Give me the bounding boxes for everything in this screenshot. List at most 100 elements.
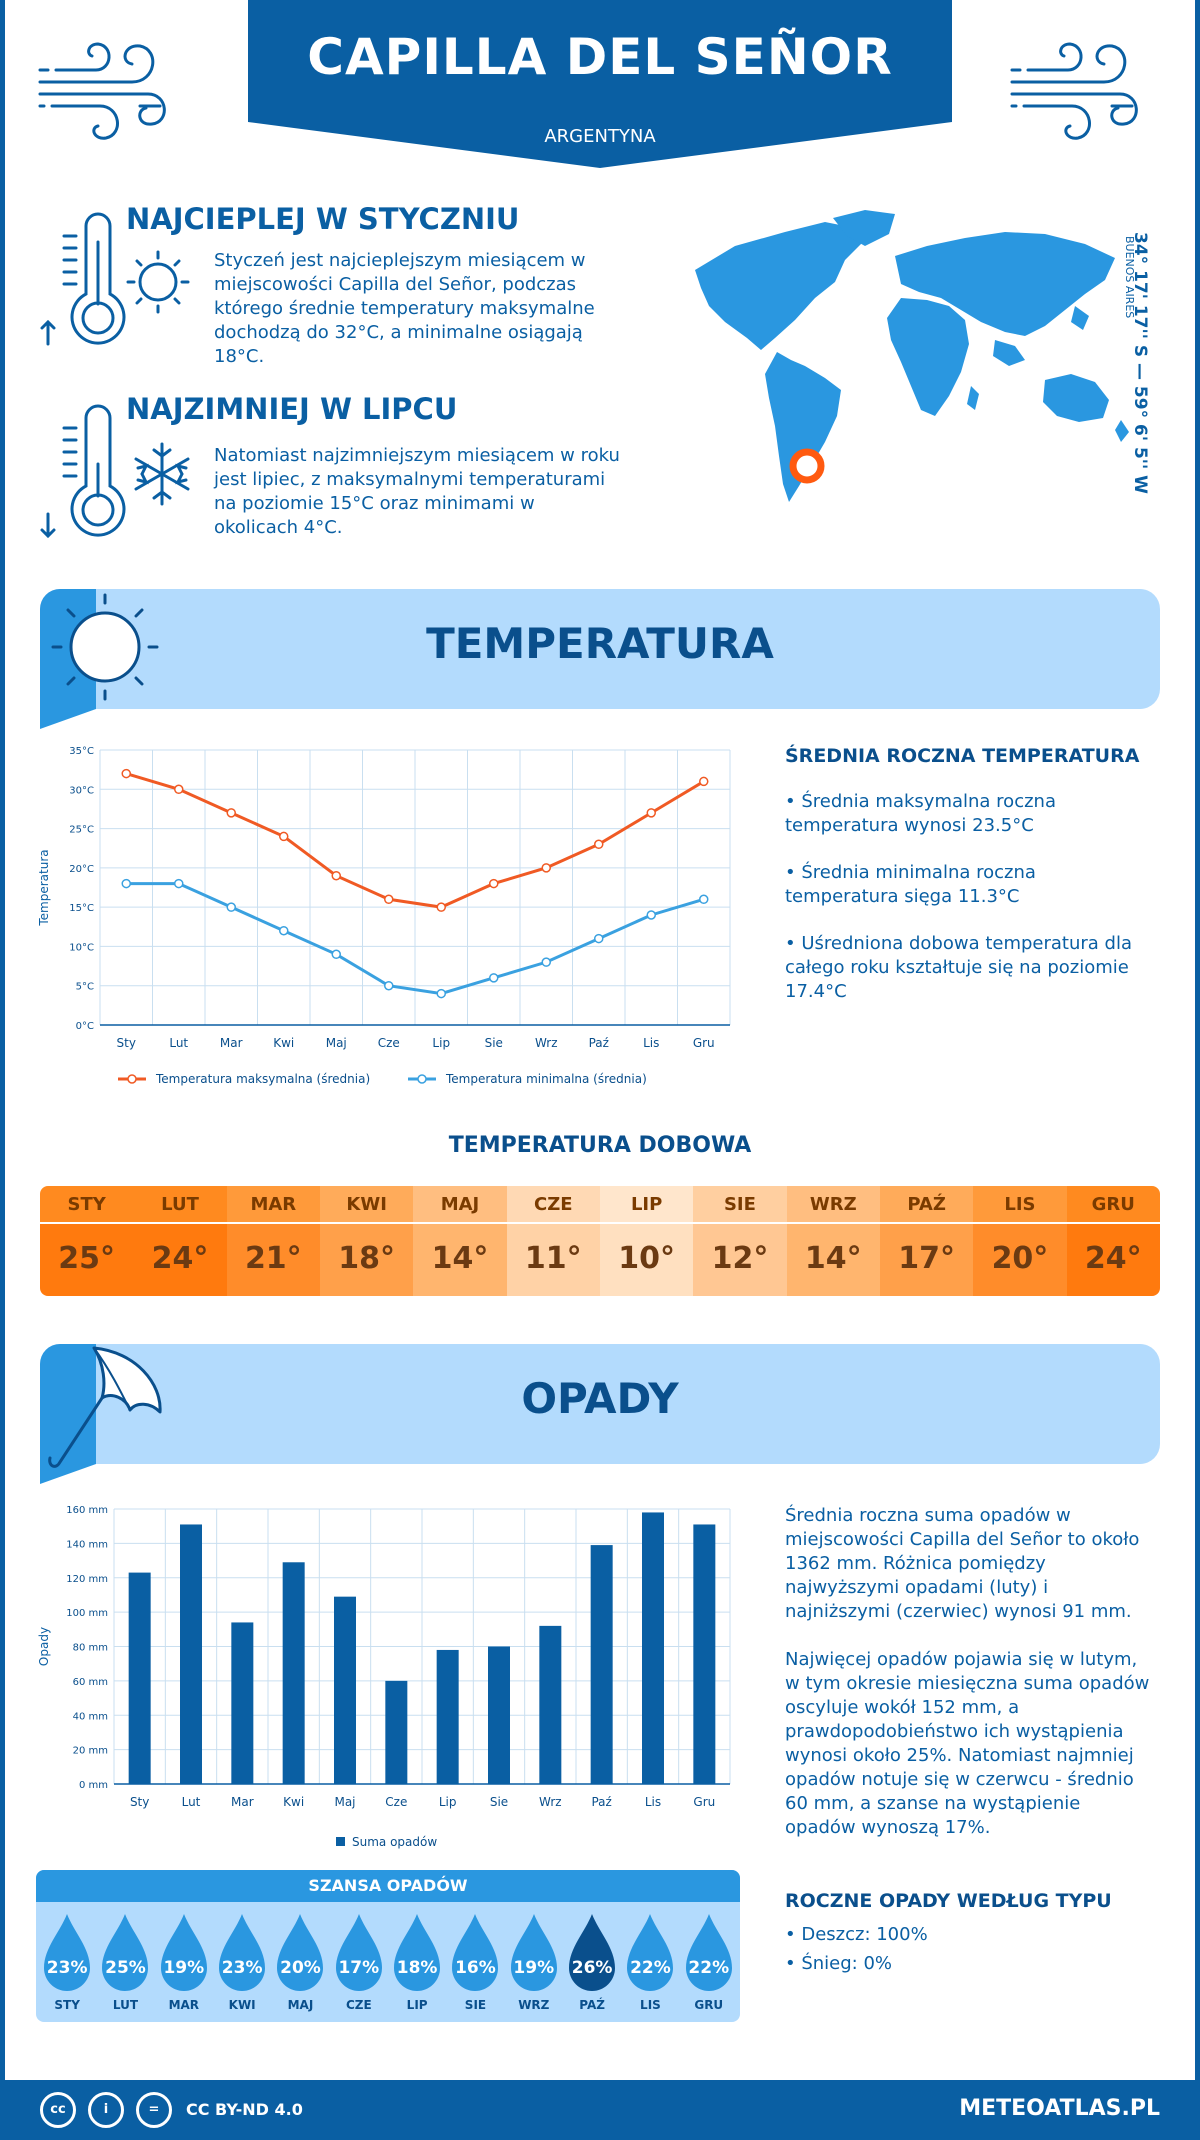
temperature-chart: 0°C 5°C 10°C 15°C 20°C 25°C 30°C 35°C Sty Lut Mar K… — [37, 746, 731, 1086]
legend-marker — [127, 1074, 137, 1084]
warmest-text: Styczeń jest najcieplejszym miesiącem w … — [214, 250, 595, 367]
data-point — [226, 808, 236, 818]
raindrop-icon — [277, 1914, 324, 1991]
x-tick-label: Paź — [591, 1795, 611, 1809]
annual-temp-min: • Średnia minimalna roczna temperatura s… — [785, 862, 1036, 907]
data-point — [279, 831, 289, 842]
chance-value: 23% — [221, 1958, 263, 1978]
chance-month: MAJ — [287, 1998, 314, 2012]
daily-temp-month: PAŹ — [879, 1186, 974, 1224]
bar — [693, 1524, 716, 1784]
data-point — [226, 902, 236, 912]
data-point — [121, 768, 131, 779]
coldest-text: Natomiast najzimniejszym miesiącem w rok… — [214, 445, 620, 538]
chance-month: LIS — [640, 1998, 661, 2012]
thermometer-cold-icon — [40, 404, 190, 539]
annual-temp-heading: ŚREDNIA ROCZNA TEMPERATURA — [785, 745, 1140, 767]
series-line — [125, 772, 705, 909]
raindrop-icon — [394, 1914, 441, 1991]
chance-item: 17% CZE — [331, 1912, 387, 2022]
bar — [590, 1545, 613, 1784]
y-tick-label: 120 mm — [66, 1574, 108, 1585]
chance-value: 22% — [688, 1958, 730, 1978]
x-tick-label: Lis — [643, 1036, 659, 1050]
daily-temp-cell: MAR 21° — [226, 1186, 320, 1296]
thermometer-warm-icon — [40, 212, 190, 346]
daily-temp-value: 11° — [506, 1224, 600, 1296]
x-tick-label: Cze — [378, 1036, 400, 1050]
chance-item: 23% STY — [39, 1912, 95, 2022]
bar — [436, 1649, 459, 1784]
raindrop-icon — [102, 1914, 149, 1991]
x-tick-label: Paź — [589, 1036, 609, 1050]
chance-item: 26% PAŹ — [564, 1912, 620, 2022]
daily-temp-cell: MAJ 14° — [413, 1186, 507, 1296]
chance-month: STY — [54, 1998, 80, 2012]
y-tick-label: 140 mm — [66, 1539, 108, 1550]
x-tick-label: Cze — [385, 1795, 407, 1809]
daily-temp-value: 25° — [40, 1224, 134, 1296]
daily-temp-cell: LUT 24° — [133, 1186, 227, 1296]
chance-month: LIP — [406, 1998, 428, 2012]
y-tick-label: 15°C — [69, 903, 94, 914]
x-tick-label: Wrz — [539, 1795, 562, 1809]
bar — [385, 1680, 408, 1784]
temperature-section-banner: TEMPERATURA — [40, 589, 1160, 729]
data-point — [489, 973, 499, 983]
chance-month: CZE — [345, 1998, 372, 2012]
precip-chance-title: SZANSA OPADÓW — [36, 1870, 740, 1902]
chance-value: 26% — [571, 1958, 613, 1978]
raindrop-icon — [160, 1914, 207, 1991]
temperature-title: TEMPERATURA — [426, 619, 774, 668]
data-point — [436, 988, 446, 999]
no-derivatives-icon: = — [136, 2092, 172, 2128]
precip-type-snow: • Śnieg: 0% — [785, 1953, 893, 1974]
x-tick-label: Kwi — [283, 1795, 304, 1809]
site-link[interactable]: METEOATLAS.PL — [959, 2096, 1160, 2121]
bar — [642, 1512, 664, 1784]
x-tick-label: Lip — [439, 1795, 457, 1809]
daily-temp-value: 24° — [133, 1224, 227, 1296]
wind-icon — [38, 42, 166, 140]
chance-value: 22% — [630, 1958, 671, 1978]
data-point — [594, 839, 604, 850]
chance-value: 19% — [513, 1958, 555, 1978]
chance-month: WRZ — [518, 1998, 550, 2012]
daily-temp-value: 12° — [693, 1224, 787, 1296]
precip-chance-drops: 23% STY 25% LUT 19% MAR 23% KWI 20% MAJ 17% CZE 18% L… — [36, 1912, 740, 2022]
daily-temp-value: 14° — [786, 1224, 880, 1296]
x-tick-label: Maj — [326, 1036, 347, 1050]
y-axis-label: Temperatura — [37, 849, 51, 926]
legend-label: Suma opadów — [352, 1835, 437, 1849]
y-tick-label: 160 mm — [66, 1505, 108, 1516]
x-tick-label: Mar — [231, 1795, 254, 1809]
region-label: BUENOS AIRES — [1123, 236, 1136, 319]
data-point — [541, 863, 551, 873]
data-point — [489, 878, 499, 889]
daily-temp-month: GRU — [1066, 1186, 1160, 1224]
data-point — [279, 925, 289, 936]
data-point — [646, 808, 656, 818]
raindrop-icon — [219, 1914, 266, 1991]
y-axis-label: Opady — [37, 1627, 51, 1666]
chance-item: 25% LUT — [97, 1912, 153, 2022]
y-tick-label: 25°C — [69, 825, 94, 836]
data-point — [699, 776, 709, 787]
precip-section-banner: OPADY — [40, 1344, 1160, 1484]
daily-temp-cell: KWI 18° — [319, 1186, 414, 1296]
daily-temp-month: MAJ — [413, 1186, 507, 1224]
daily-temp-month: WRZ — [786, 1186, 880, 1224]
y-tick-label: 80 mm — [73, 1643, 108, 1654]
bar — [334, 1596, 356, 1784]
y-tick-label: 5°C — [76, 982, 94, 993]
x-tick-label: Lut — [169, 1036, 188, 1050]
chance-value: 17% — [338, 1958, 380, 1978]
raindrop-icon — [44, 1914, 91, 1991]
precip-type-heading: ROCZNE OPADY WEDŁUG TYPU — [785, 1890, 1112, 1912]
world-map — [695, 210, 1129, 502]
daily-temp-value: 24° — [1066, 1224, 1160, 1296]
x-tick-label: Lip — [432, 1036, 450, 1050]
precipitation-chart: 0 mm 20 mm 40 mm 60 mm 80 mm 100 mm 120 mm 140 … — [37, 1505, 731, 1849]
warmest-heading: NAJCIEPLEJ W STYCZNIU — [126, 202, 520, 236]
